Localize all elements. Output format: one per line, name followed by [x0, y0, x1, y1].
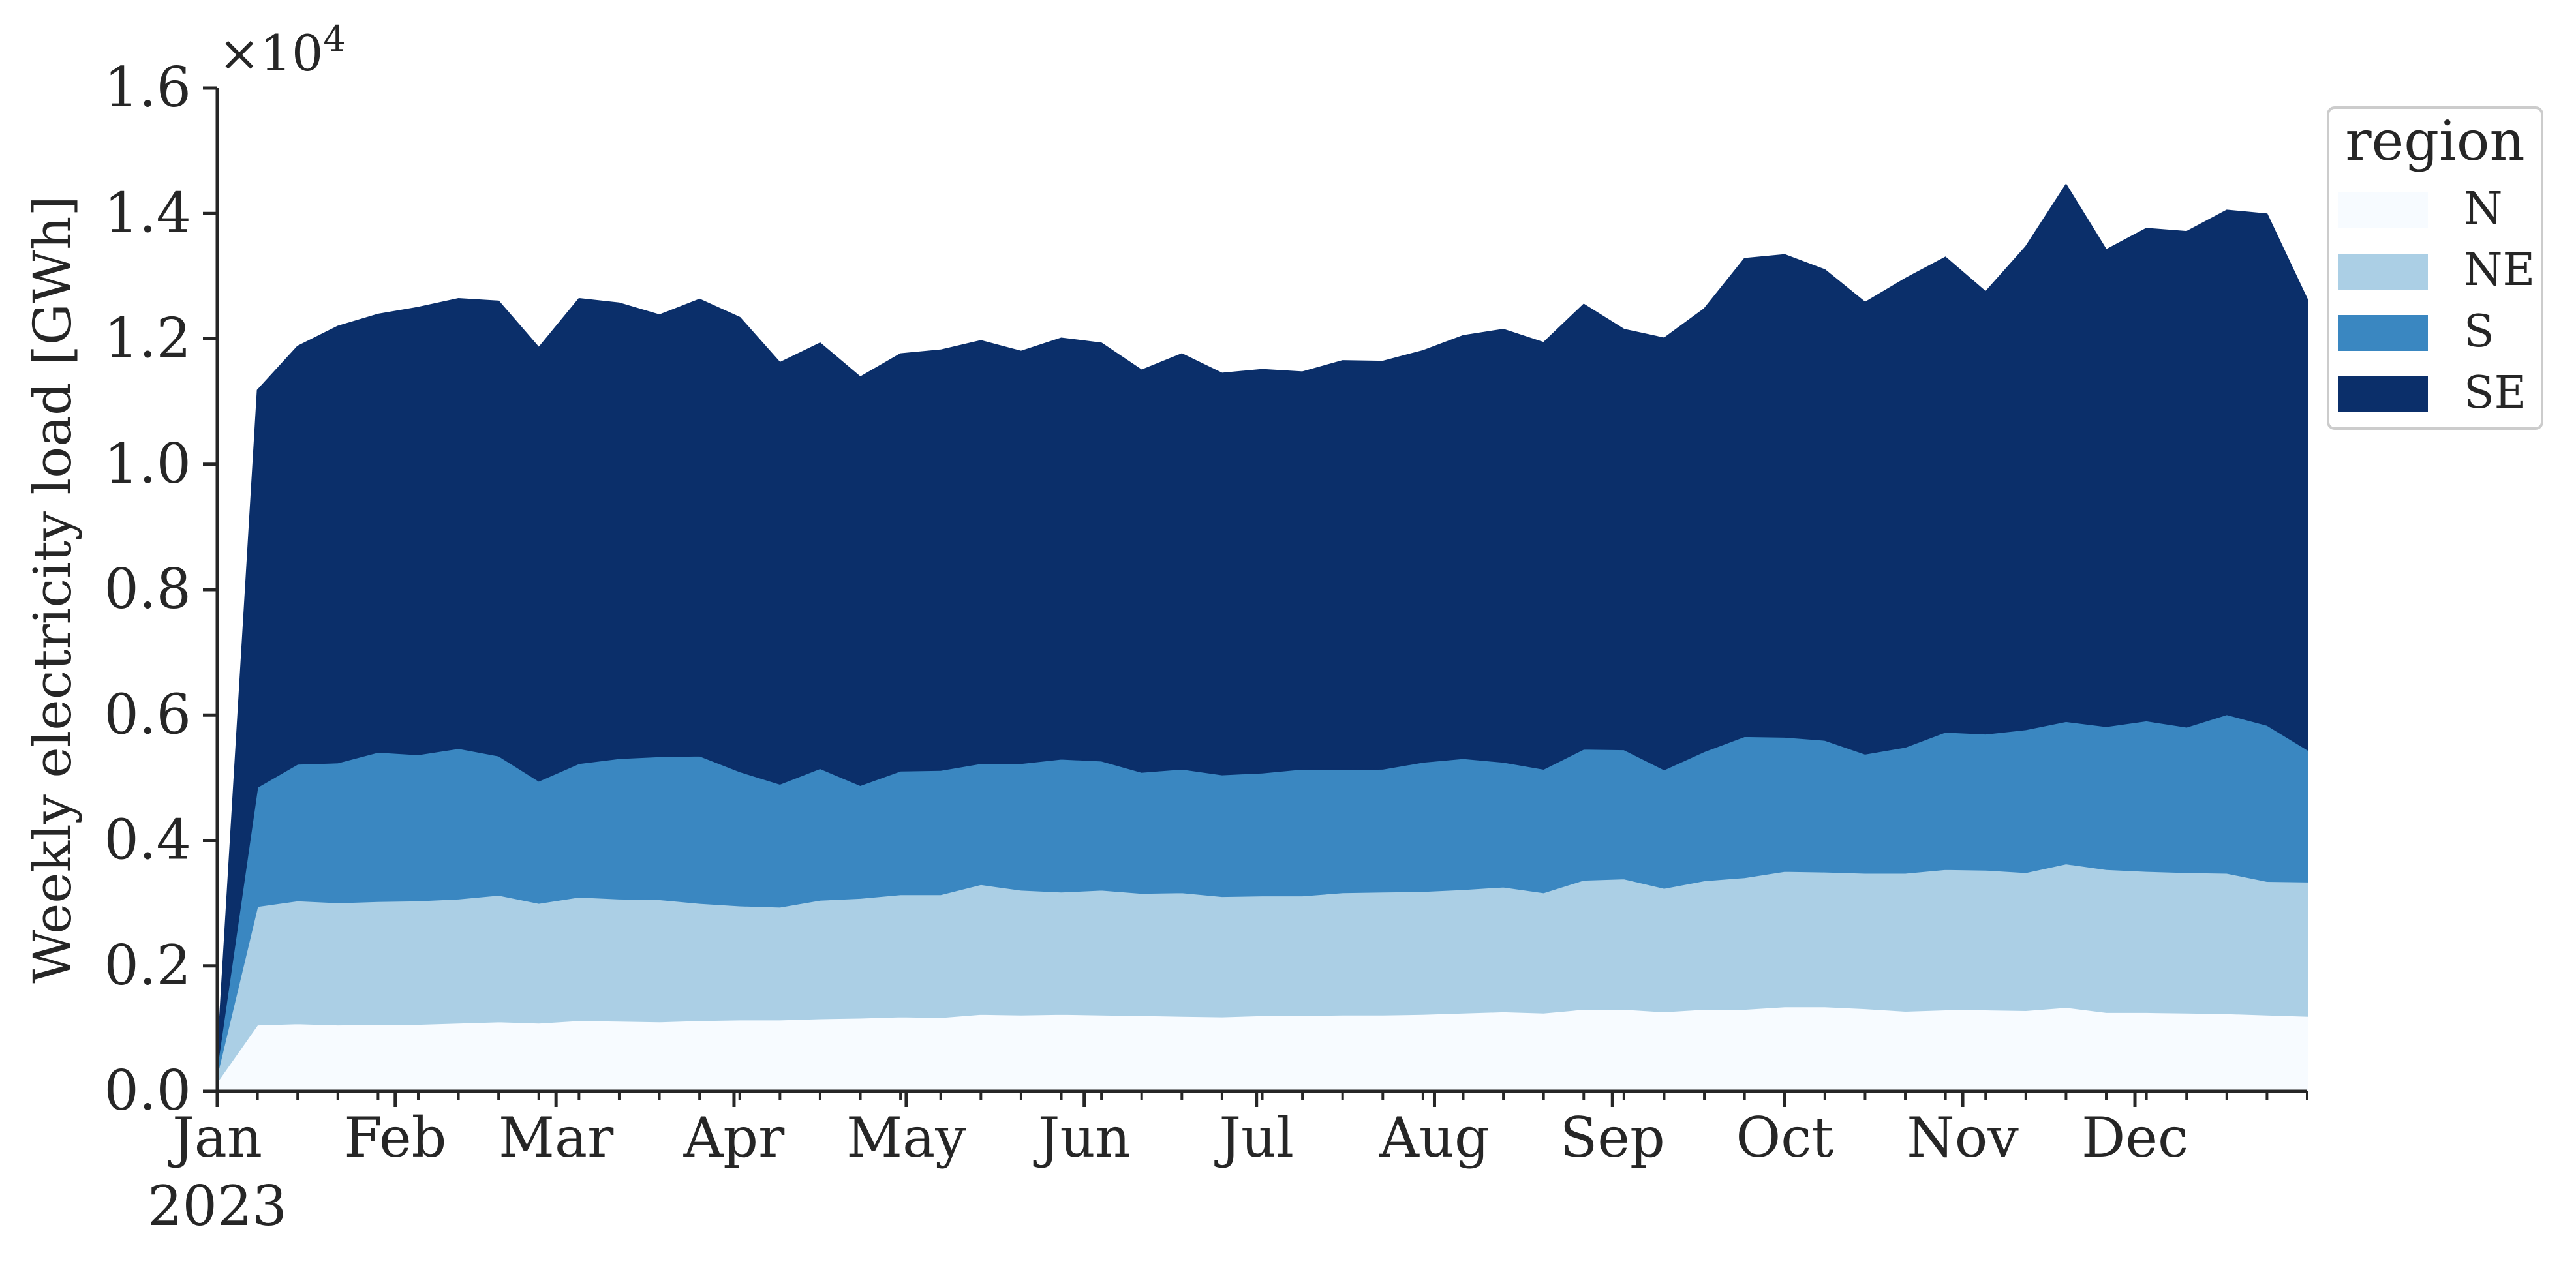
x-tick-label: Dec: [2081, 1106, 2188, 1170]
legend-label-se: SE: [2464, 367, 2526, 419]
legend: region N NE S SE: [2327, 106, 2543, 430]
x-tick-label: Jul: [1214, 1106, 1294, 1170]
x-tick-label: Oct: [1736, 1106, 1833, 1170]
x-ticks: Jan Feb Mar Apr May Jun Jul Aug Sep Oct Nov Dec: [167, 1091, 2308, 1170]
area-se: [217, 183, 2308, 1066]
x-axis-year-label: 2023: [147, 1174, 287, 1238]
legend-label-ne: NE: [2464, 245, 2535, 296]
y-axis-multiplier-exponent: 4: [323, 18, 345, 59]
x-tick-label: Jan: [167, 1106, 262, 1170]
x-tick-label: Feb: [344, 1106, 446, 1170]
y-axis-label: Weekly electricity load [GWh]: [22, 196, 83, 983]
legend-swatch-se: [2338, 376, 2428, 412]
y-tick-label: 1.4: [104, 181, 191, 245]
plot-areas: [217, 183, 2308, 1092]
x-tick-label: Jun: [1033, 1106, 1131, 1170]
y-tick-label: 0.6: [104, 682, 191, 746]
x-tick-label: Sep: [1560, 1106, 1665, 1170]
y-tick-label: 1.6: [104, 55, 191, 119]
x-tick-label: May: [846, 1106, 966, 1170]
legend-title: region: [2345, 109, 2524, 173]
y-tick-label: 0.4: [104, 808, 191, 872]
y-tick-label: 0.8: [104, 557, 191, 621]
y-tick-label: 1.0: [104, 432, 191, 496]
legend-items: N NE S SE: [2338, 183, 2535, 419]
y-ticks: 0.0 0.2 0.4 0.6 0.8 1.0 1.2 1.4 1.6: [104, 55, 217, 1123]
y-tick-label: 0.0: [104, 1059, 191, 1123]
y-axis-multiplier: ×104: [219, 18, 346, 82]
legend-label-n: N: [2464, 183, 2503, 235]
y-tick-label: 1.2: [104, 307, 191, 370]
legend-swatch-s: [2338, 315, 2428, 351]
x-tick-label: Aug: [1379, 1106, 1490, 1170]
y-tick-label: 0.2: [104, 933, 191, 997]
x-tick-label: Mar: [498, 1106, 614, 1170]
legend-swatch-ne: [2338, 254, 2428, 290]
legend-label-s: S: [2464, 306, 2494, 357]
x-tick-label: Nov: [1907, 1106, 2019, 1170]
x-tick-label: Apr: [683, 1106, 785, 1170]
legend-swatch-n: [2338, 192, 2428, 228]
